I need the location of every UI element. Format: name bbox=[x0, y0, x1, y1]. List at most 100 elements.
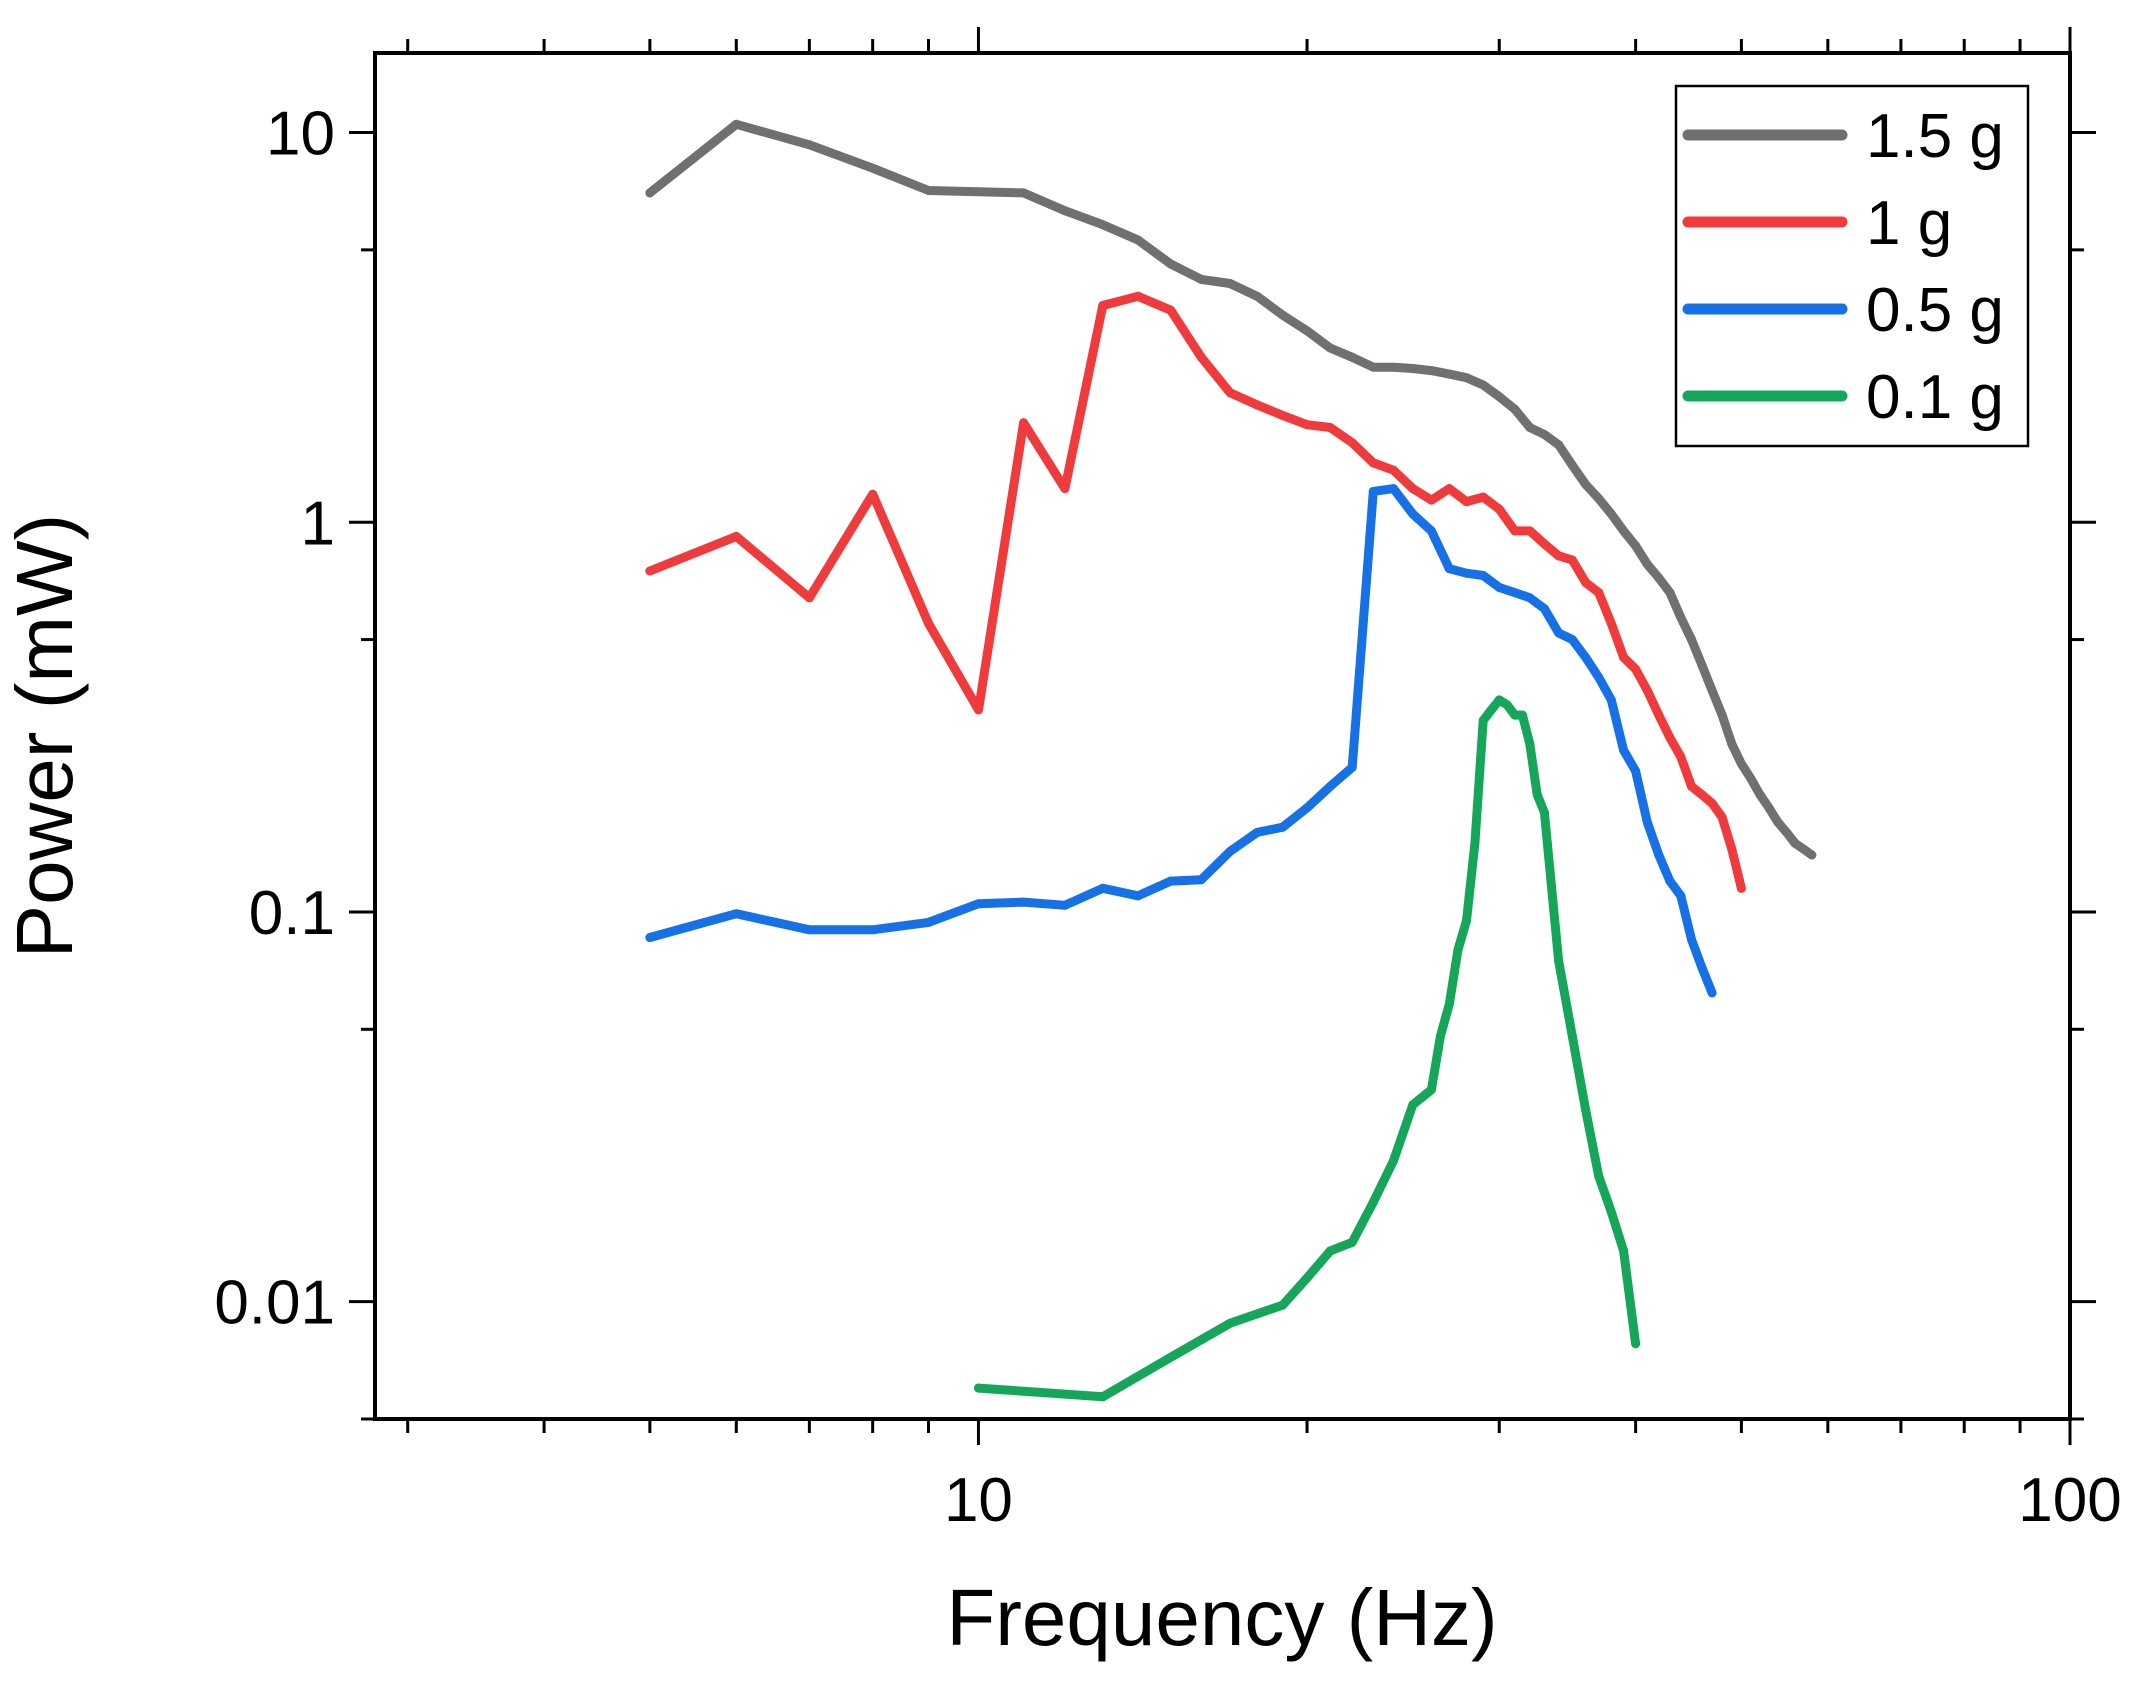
data-point bbox=[1494, 583, 1504, 592]
data-point bbox=[1525, 423, 1535, 432]
data-point bbox=[1717, 710, 1727, 720]
data-point bbox=[1426, 1085, 1436, 1095]
data-point bbox=[1019, 897, 1029, 907]
data-point bbox=[1133, 235, 1143, 245]
data-point bbox=[924, 618, 933, 628]
data-point bbox=[1098, 1392, 1108, 1402]
data-point bbox=[1606, 618, 1616, 628]
data-point bbox=[1525, 593, 1535, 603]
x-tick-label: 100 bbox=[2018, 1466, 2121, 1535]
data-point bbox=[1525, 526, 1535, 536]
data-point bbox=[1166, 1352, 1176, 1362]
data-point bbox=[1567, 555, 1577, 565]
data-point bbox=[1478, 716, 1488, 725]
data-point bbox=[1539, 604, 1549, 614]
data-point bbox=[1444, 999, 1454, 1009]
data-point bbox=[1554, 440, 1564, 450]
y-tick-label: 0.01 bbox=[214, 1269, 335, 1338]
data-point bbox=[1773, 817, 1783, 827]
data-point bbox=[1594, 1171, 1604, 1181]
data-point bbox=[731, 531, 741, 541]
data-point bbox=[1665, 588, 1675, 598]
data-point bbox=[1567, 460, 1577, 470]
data-point bbox=[1539, 539, 1549, 549]
data-point bbox=[1098, 301, 1108, 310]
data-point bbox=[1755, 790, 1765, 800]
data-point bbox=[1642, 559, 1652, 569]
data-point bbox=[1389, 362, 1398, 372]
data-point bbox=[868, 489, 878, 499]
data-point bbox=[1494, 695, 1504, 705]
data-point bbox=[868, 163, 878, 173]
data-point bbox=[1325, 343, 1335, 353]
data-point bbox=[1502, 700, 1512, 710]
data-point bbox=[1581, 652, 1591, 662]
data-point bbox=[1133, 891, 1143, 901]
data-point bbox=[1426, 366, 1436, 376]
data-point bbox=[1494, 392, 1504, 402]
data-point bbox=[1665, 733, 1675, 743]
data-point bbox=[1408, 1100, 1418, 1110]
data-point bbox=[1642, 817, 1652, 827]
x-tick-label: 10 bbox=[944, 1466, 1013, 1535]
data-point bbox=[1510, 404, 1520, 414]
data-point bbox=[645, 566, 655, 576]
data-point bbox=[1426, 495, 1436, 505]
data-point bbox=[1764, 803, 1774, 813]
data-point bbox=[868, 925, 878, 935]
axes: 10 100 0.01 0.1 1 10 bbox=[214, 27, 2122, 1535]
data-point bbox=[1554, 551, 1564, 561]
data-point bbox=[1567, 1031, 1577, 1041]
data-point bbox=[924, 186, 933, 195]
data-point bbox=[1736, 759, 1746, 769]
data-point bbox=[1807, 850, 1817, 860]
data-point bbox=[1581, 578, 1591, 588]
data-point bbox=[1581, 1105, 1591, 1115]
data-point bbox=[1347, 762, 1357, 772]
data-point bbox=[1325, 423, 1335, 432]
data-point bbox=[1196, 875, 1206, 885]
data-point bbox=[1408, 484, 1418, 494]
data-point bbox=[1687, 935, 1696, 944]
data-point bbox=[1166, 305, 1176, 315]
y-tick-label: 1 bbox=[301, 489, 335, 558]
series-line-1g bbox=[645, 291, 1746, 893]
data-point bbox=[1278, 410, 1288, 420]
data-point bbox=[1389, 465, 1398, 475]
legend-label: 1 g bbox=[1866, 189, 1952, 258]
x-axis-title: Frequency (Hz) bbox=[946, 1573, 1497, 1662]
data-point bbox=[974, 705, 983, 715]
data-point bbox=[645, 933, 655, 942]
data-point bbox=[1654, 573, 1664, 583]
data-point bbox=[1631, 1339, 1641, 1349]
data-point bbox=[1252, 827, 1262, 837]
data-point bbox=[1736, 883, 1746, 893]
data-point bbox=[1799, 844, 1808, 854]
data-point bbox=[1746, 774, 1756, 783]
data-point bbox=[1060, 206, 1070, 216]
legend-item-0p5g: 0.5 g bbox=[1682, 276, 2004, 345]
data-point bbox=[1133, 291, 1143, 301]
data-point bbox=[1727, 739, 1737, 749]
data-point bbox=[1196, 352, 1206, 362]
data-point bbox=[1697, 963, 1707, 973]
data-point bbox=[1225, 1318, 1235, 1328]
data-point bbox=[1278, 310, 1288, 320]
data-point bbox=[1444, 484, 1454, 494]
series-1g bbox=[645, 291, 1746, 893]
data-point bbox=[1278, 1300, 1288, 1310]
data-point bbox=[1478, 492, 1488, 502]
legend-item-1g: 1 g bbox=[1682, 189, 1952, 258]
data-point bbox=[1302, 326, 1312, 336]
data-point bbox=[731, 119, 741, 129]
data-point bbox=[1594, 672, 1604, 682]
data-point bbox=[1619, 526, 1629, 536]
data-point bbox=[1408, 509, 1418, 519]
data-point bbox=[974, 1383, 983, 1393]
data-point bbox=[1654, 710, 1664, 720]
data-point bbox=[1654, 850, 1664, 860]
data-point bbox=[1554, 956, 1564, 966]
data-point bbox=[1462, 497, 1471, 507]
data-point bbox=[1717, 812, 1727, 822]
data-point bbox=[1325, 1246, 1335, 1256]
